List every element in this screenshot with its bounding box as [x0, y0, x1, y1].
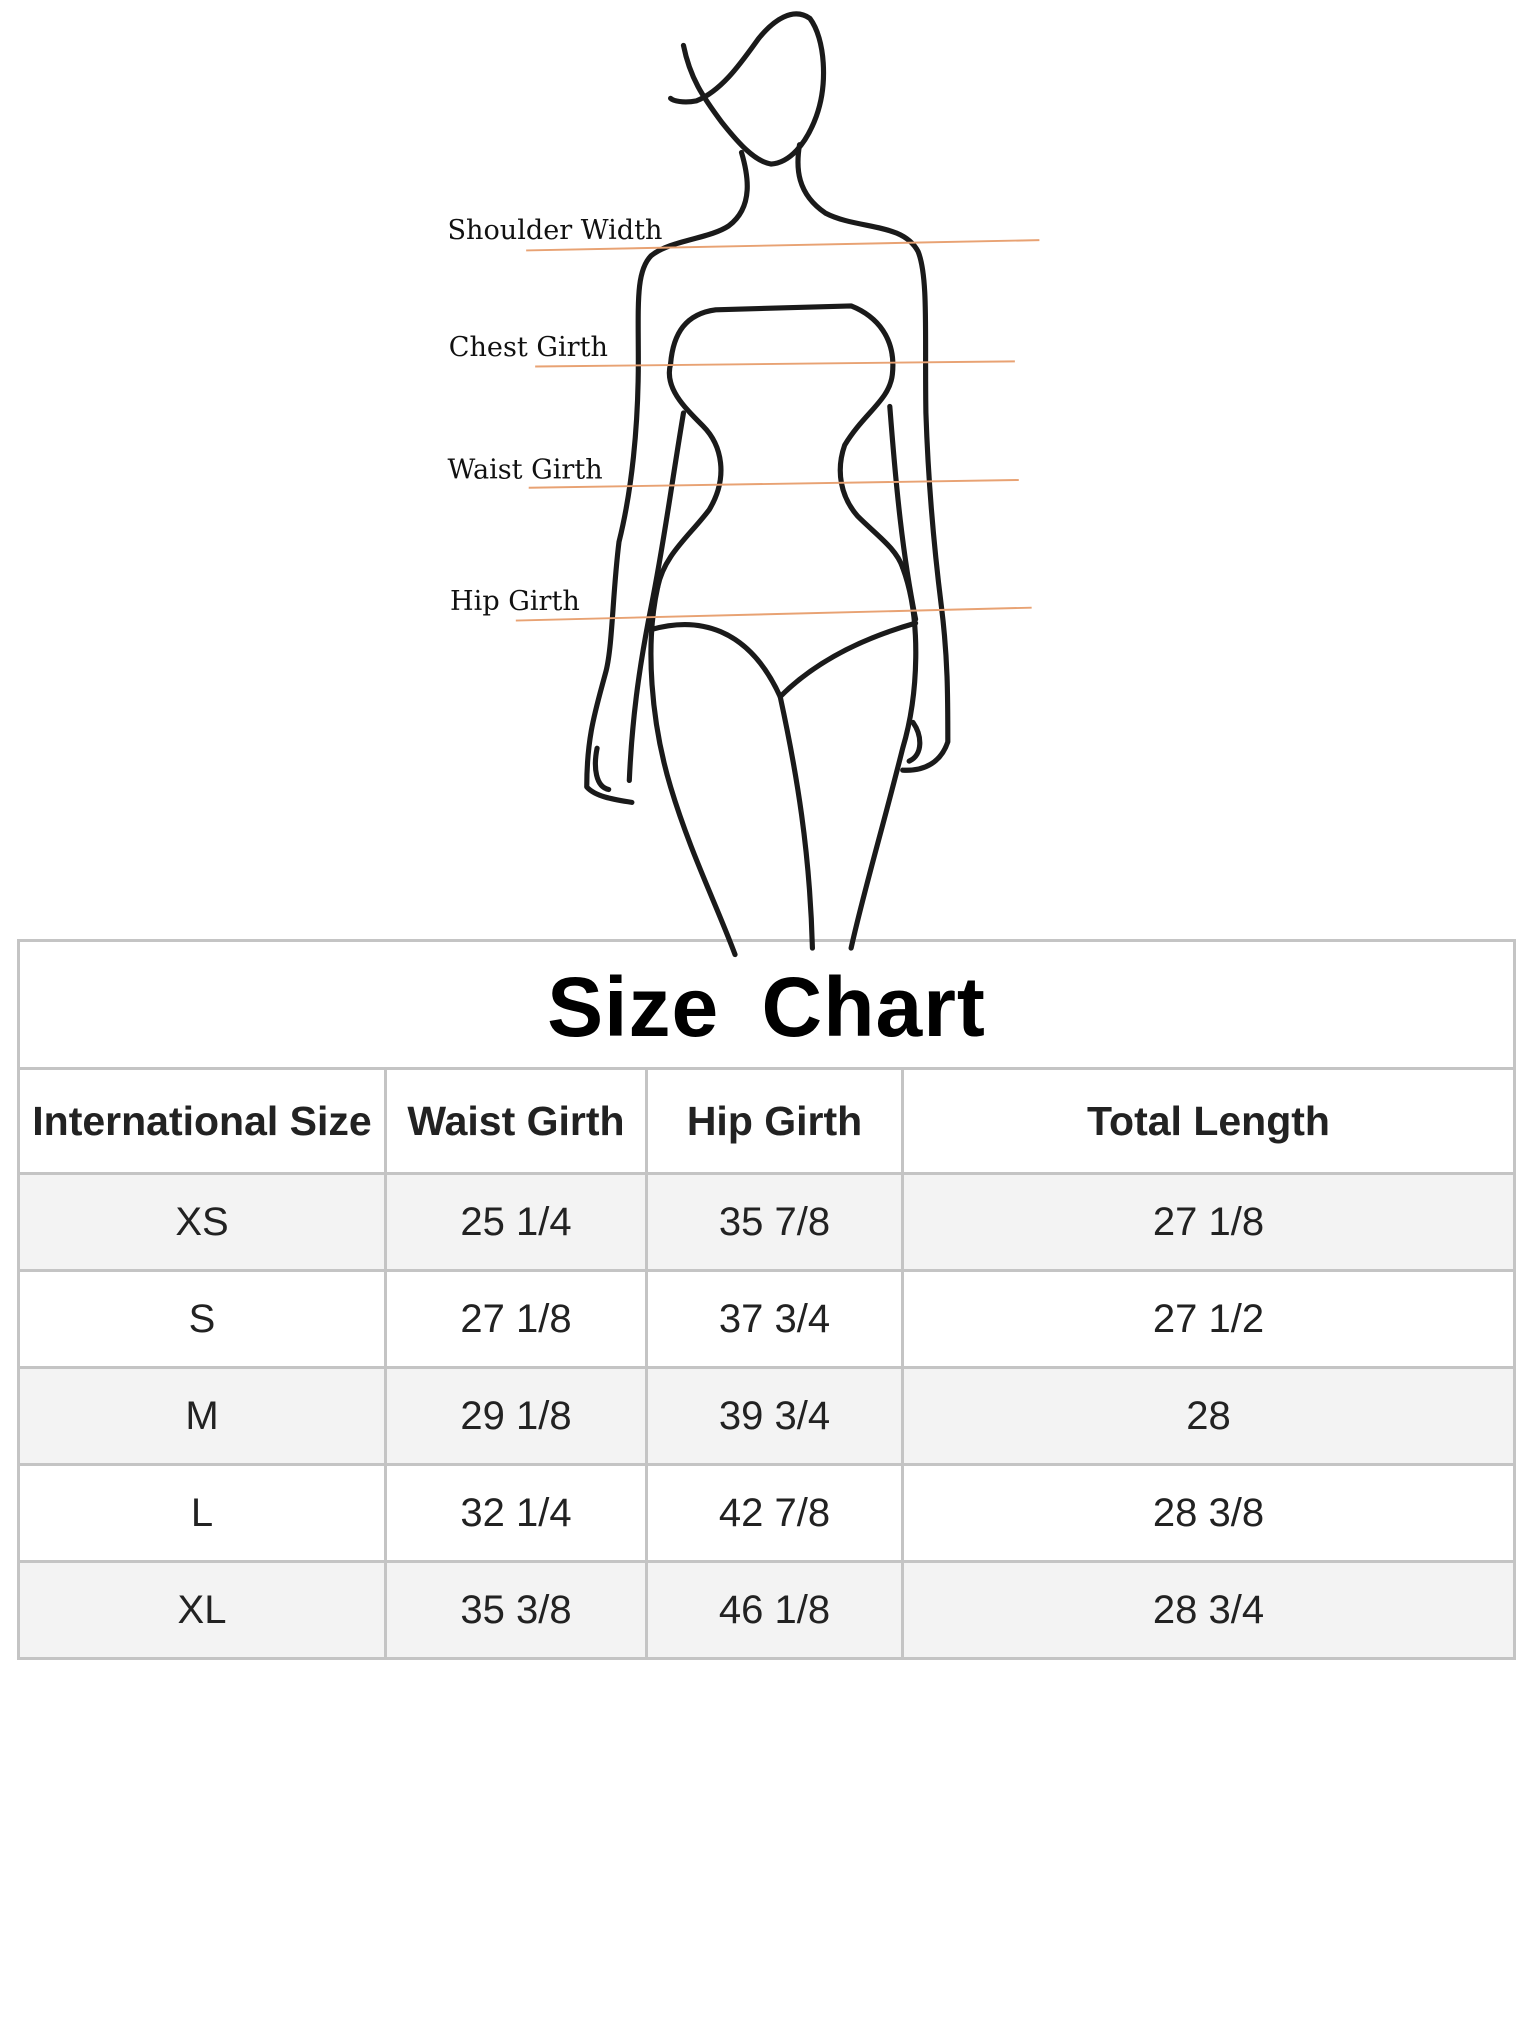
table-row: S 27 1/8 37 3/4 27 1/2	[17, 1269, 1516, 1369]
cell-length: 28 3/4	[901, 1560, 1516, 1660]
table-row: XL 35 3/8 46 1/8 28 3/4	[17, 1560, 1516, 1660]
cell-length: 27 1/8	[901, 1172, 1516, 1272]
header-row: International Size Waist Girth Hip Girth…	[17, 1067, 1516, 1175]
cell-size: XS	[17, 1172, 387, 1272]
label-waist-girth: Waist Girth	[447, 455, 602, 486]
label-hip-girth: Hip Girth	[450, 586, 580, 617]
table-row: XS 25 1/4 35 7/8 27 1/8	[17, 1172, 1516, 1272]
cell-size: XL	[17, 1560, 387, 1660]
col-international-size: International Size	[17, 1067, 387, 1175]
cell-length: 28 3/8	[901, 1463, 1516, 1563]
cell-waist: 27 1/8	[384, 1269, 648, 1369]
cell-waist: 25 1/4	[384, 1172, 648, 1272]
col-total-length: Total Length	[901, 1067, 1516, 1175]
title-text: Size Chart	[547, 959, 986, 1054]
size-chart-table: Size Chart International Size Waist Girt…	[17, 939, 1516, 1660]
label-chest-girth: Chest Girth	[449, 332, 608, 363]
cell-waist: 35 3/8	[384, 1560, 648, 1660]
cell-waist: 29 1/8	[384, 1366, 648, 1466]
cell-hip: 35 7/8	[645, 1172, 904, 1272]
cell-hip: 39 3/4	[645, 1366, 904, 1466]
cell-size: L	[17, 1463, 387, 1563]
cell-hip: 37 3/4	[645, 1269, 904, 1369]
measurement-lines	[515, 239, 1040, 622]
cell-length: 27 1/2	[901, 1269, 1516, 1369]
cell-size: M	[17, 1366, 387, 1466]
cell-size: S	[17, 1269, 387, 1369]
body-outline	[584, 11, 951, 958]
table-row: L 32 1/4 42 7/8 28 3/8	[17, 1463, 1516, 1563]
cell-hip: 42 7/8	[645, 1463, 904, 1563]
cell-waist: 32 1/4	[384, 1463, 648, 1563]
cell-length: 28	[901, 1366, 1516, 1466]
col-waist-girth: Waist Girth	[384, 1067, 648, 1175]
table-row: M 29 1/8 39 3/4 28	[17, 1366, 1516, 1466]
cell-hip: 46 1/8	[645, 1560, 904, 1660]
size-chart-title: Size Chart	[17, 939, 1516, 1070]
label-shoulder-width: Shoulder Width	[447, 215, 662, 246]
col-hip-girth: Hip Girth	[645, 1067, 904, 1175]
